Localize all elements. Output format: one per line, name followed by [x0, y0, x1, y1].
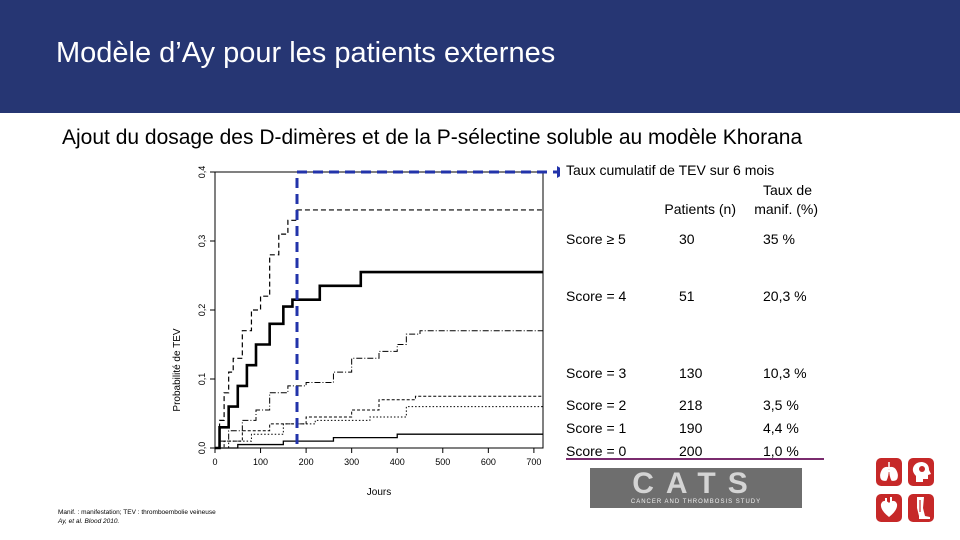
cumulative-rate-table: Taux cumulatif de TEV sur 6 mois Taux de… — [566, 162, 826, 462]
x-tick-label: 100 — [253, 457, 268, 467]
kaplan-meier-chart: 0 100 200 300 400 500 600 700 0,0 0,1 0,2 0,3 0,4 J… — [172, 166, 560, 498]
page-title: Modèle d’Ay pour les patients externes — [56, 37, 556, 69]
x-tick-label: 400 — [390, 457, 405, 467]
x-tick-label: 0 — [212, 457, 217, 467]
table-title: Taux cumulatif de TEV sur 6 mois — [566, 162, 775, 178]
cats-logo-subtitle: CANCER AND THROMBOSIS STUDY — [630, 499, 762, 505]
footnote-citation: Ay, et al. Blood 2010. — [58, 518, 120, 525]
row-n: 218 — [679, 397, 703, 413]
x-tick-label: 500 — [435, 457, 450, 467]
y-tick-label: 0,2 — [197, 304, 207, 317]
y-tick-label: 0,1 — [197, 373, 207, 386]
series-line — [215, 395, 543, 449]
row-n: 51 — [679, 288, 695, 304]
x-axis-label: Jours — [367, 487, 391, 498]
y-tick-label: 0,3 — [197, 235, 207, 248]
series-lines — [215, 209, 543, 450]
cats-logo-letters: CATS — [632, 467, 760, 500]
marker-arrowhead — [557, 166, 560, 178]
series-line — [215, 209, 543, 449]
row-n: 130 — [679, 365, 703, 381]
y-tick-label: 0,4 — [197, 166, 207, 179]
row-rate: 4,4 % — [763, 420, 799, 436]
row-score: Score ≥ 5 — [566, 231, 626, 247]
slide-subtitle: Ajout du dosage des D-dimères et de la P… — [62, 126, 803, 149]
series-line — [215, 270, 543, 450]
leg-icon — [908, 494, 934, 522]
row-rate: 35 % — [763, 231, 795, 247]
cats-logo: CATS CANCER AND THROMBOSIS STUDY — [590, 468, 802, 508]
lungs-icon — [876, 458, 902, 486]
six-month-marker — [295, 170, 560, 444]
col-header-rate-line2: manif. (%) — [754, 201, 818, 217]
y-axis-label: Probabilité de TEV — [172, 328, 183, 412]
row-rate: 20,3 % — [763, 288, 807, 304]
series-line — [215, 330, 543, 449]
series-line — [215, 406, 543, 449]
row-n: 190 — [679, 420, 703, 436]
heart-icon — [876, 494, 902, 522]
row-rate: 1,0 % — [763, 443, 799, 459]
row-rate: 3,5 % — [763, 397, 799, 413]
row-rate: 10,3 % — [763, 365, 807, 381]
header-bar: Modèle d’Ay pour les patients externes — [0, 0, 960, 113]
x-tick-label: 300 — [344, 457, 359, 467]
y-tick-label: 0,0 — [197, 442, 207, 455]
x-tick-label: 600 — [481, 457, 496, 467]
row-score: Score = 1 — [566, 420, 627, 436]
x-tick-label: 200 — [299, 457, 314, 467]
row-n: 200 — [679, 443, 703, 459]
row-score: Score = 0 — [566, 443, 627, 459]
x-tick-label: 700 — [526, 457, 541, 467]
row-score: Score = 2 — [566, 397, 627, 413]
col-header-rate-line1: Taux de — [762, 182, 812, 198]
series-line — [215, 433, 543, 449]
x-axis-ticks: 0 100 200 300 400 500 600 700 — [212, 448, 541, 467]
table-underline — [566, 458, 824, 460]
head-profile-icon — [908, 458, 934, 486]
row-score: Score = 4 — [566, 288, 627, 304]
col-header-patients: Patients (n) — [664, 201, 736, 217]
row-n: 30 — [679, 231, 695, 247]
y-axis-ticks: 0,0 0,1 0,2 0,3 0,4 — [197, 166, 215, 455]
row-score: Score = 3 — [566, 365, 627, 381]
footnote-abbreviations: Manif. : manifestation; TEV : thromboemb… — [58, 509, 216, 516]
footnote: Manif. : manifestation; TEV : thromboemb… — [58, 508, 216, 526]
